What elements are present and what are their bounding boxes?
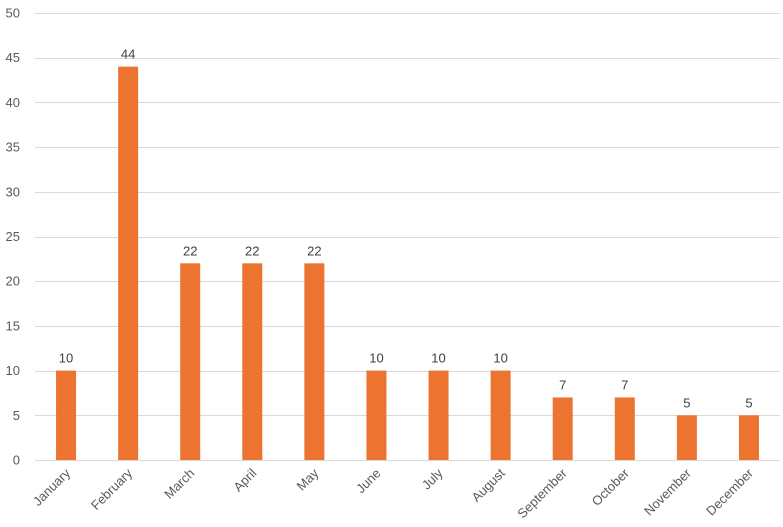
y-tick-label: 50	[6, 6, 20, 21]
y-tick-label: 15	[6, 318, 20, 333]
data-label: 10	[431, 351, 445, 366]
x-tick-label: November	[641, 465, 694, 518]
y-axis-ticks: 0 5 10 15 20 25 30 35 40 45 50	[6, 6, 20, 468]
y-tick-label: 35	[6, 140, 20, 155]
data-label: 5	[683, 395, 690, 410]
x-tick-label: October	[589, 465, 633, 509]
x-tick-label: February	[88, 465, 136, 513]
x-tick-label: June	[353, 466, 384, 497]
bar-january	[56, 370, 77, 460]
bar-august	[490, 370, 511, 460]
bar-april	[242, 263, 263, 460]
bar-july	[428, 370, 449, 460]
data-label: 44	[121, 47, 135, 62]
data-labels: 10 44 22 22 22 10 10 10 7 7 5 5	[59, 47, 753, 411]
y-tick-label: 40	[6, 95, 20, 110]
data-label: 10	[369, 351, 383, 366]
data-label: 5	[745, 395, 752, 410]
x-tick-label: April	[230, 465, 259, 494]
bar-may	[304, 263, 325, 460]
y-tick-label: 0	[13, 453, 20, 468]
data-label: 22	[307, 243, 321, 258]
bar-march	[180, 263, 201, 460]
bar-december	[738, 415, 759, 460]
data-label: 7	[621, 377, 628, 392]
bar-november	[676, 415, 697, 460]
x-axis-ticks: January February March April May June July Augu…	[30, 465, 757, 521]
x-tick-label: August	[469, 465, 508, 504]
y-tick-label: 20	[6, 274, 20, 289]
data-label: 22	[183, 243, 197, 258]
y-tick-label: 30	[6, 184, 20, 199]
x-tick-label: September	[514, 465, 570, 521]
bar-february	[118, 66, 139, 460]
x-tick-label: May	[294, 465, 322, 493]
x-tick-label: March	[161, 466, 197, 502]
bar-september	[552, 397, 573, 460]
x-tick-label: July	[419, 465, 446, 492]
x-tick-label: December	[703, 465, 756, 518]
y-tick-label: 5	[13, 408, 20, 423]
x-tick-label: January	[30, 465, 74, 509]
y-tick-label: 45	[6, 50, 20, 65]
data-label: 22	[245, 243, 259, 258]
y-tick-label: 10	[6, 363, 20, 378]
y-tick-label: 25	[6, 229, 20, 244]
data-label: 10	[59, 351, 73, 366]
bar-october	[614, 397, 635, 460]
gridlines	[35, 13, 780, 461]
data-label: 7	[559, 377, 566, 392]
bars	[56, 66, 759, 460]
bar-june	[366, 370, 387, 460]
data-label: 10	[493, 351, 507, 366]
